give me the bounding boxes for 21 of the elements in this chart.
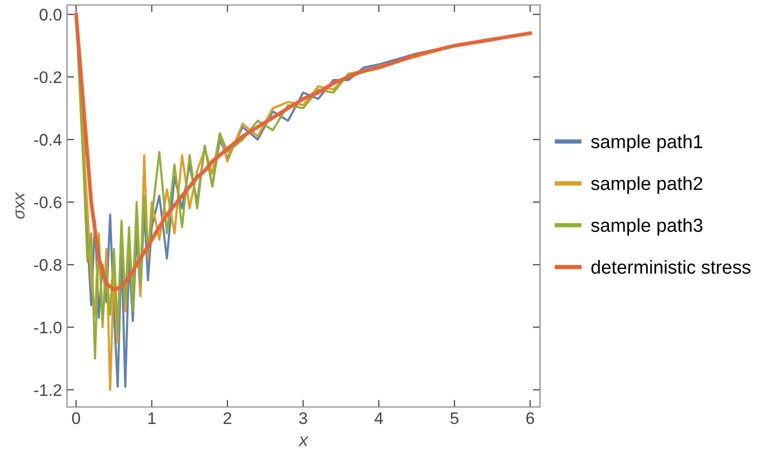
x-axis-title: x — [298, 436, 309, 446]
y-tick-label: -0.2 — [34, 71, 62, 84]
legend-label: sample path1 — [591, 134, 702, 152]
x-tick-label: 1 — [148, 412, 156, 424]
x-tick-label: 0 — [72, 412, 80, 424]
x-tick-label: 3 — [299, 412, 308, 424]
y-tick-label: 0.0 — [40, 8, 62, 21]
y-tick-label: -0.6 — [34, 196, 62, 208]
legend-label: sample path3 — [591, 218, 702, 236]
y-tick-label: -0.8 — [34, 259, 62, 271]
legend-label: sample path2 — [591, 176, 702, 194]
y-tick-label: -0.4 — [34, 134, 62, 146]
x-tick-label: 2 — [224, 412, 232, 424]
y-tick-label: -1.2 — [34, 384, 62, 396]
line-series — [74, 12, 532, 292]
x-tick-label: 6 — [526, 412, 534, 424]
y-axis-title: σxx — [16, 192, 25, 219]
legend-label: deterministic stress — [591, 260, 750, 274]
x-tick-label: 4 — [374, 412, 383, 424]
y-tick-label: -1.0 — [34, 322, 62, 334]
x-tick-label: 5 — [450, 412, 458, 424]
